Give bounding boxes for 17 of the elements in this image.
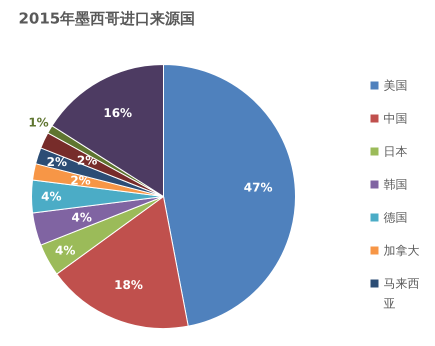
data-label: 47% [244,180,272,195]
legend-label: 中国 [384,112,408,126]
data-label: 1% [28,116,49,130]
data-label: 2% [70,174,91,188]
data-label: 4% [41,190,62,204]
legend-label: 美国 [384,78,408,92]
legend-label: 韩国 [384,178,408,192]
legend-label: 加拿大 [384,244,420,258]
data-label: 18% [114,278,143,292]
data-label: 4% [54,244,76,258]
data-label: 16% [103,106,132,120]
legend-label: 日本 [384,144,408,158]
data-label: 4% [71,210,92,225]
chart-title: 2015年墨西哥进口来源国 [18,10,196,28]
data-label: 2% [46,154,67,169]
legend-label: 马来西亚 [384,276,420,310]
legend-label: 德国 [384,210,408,224]
